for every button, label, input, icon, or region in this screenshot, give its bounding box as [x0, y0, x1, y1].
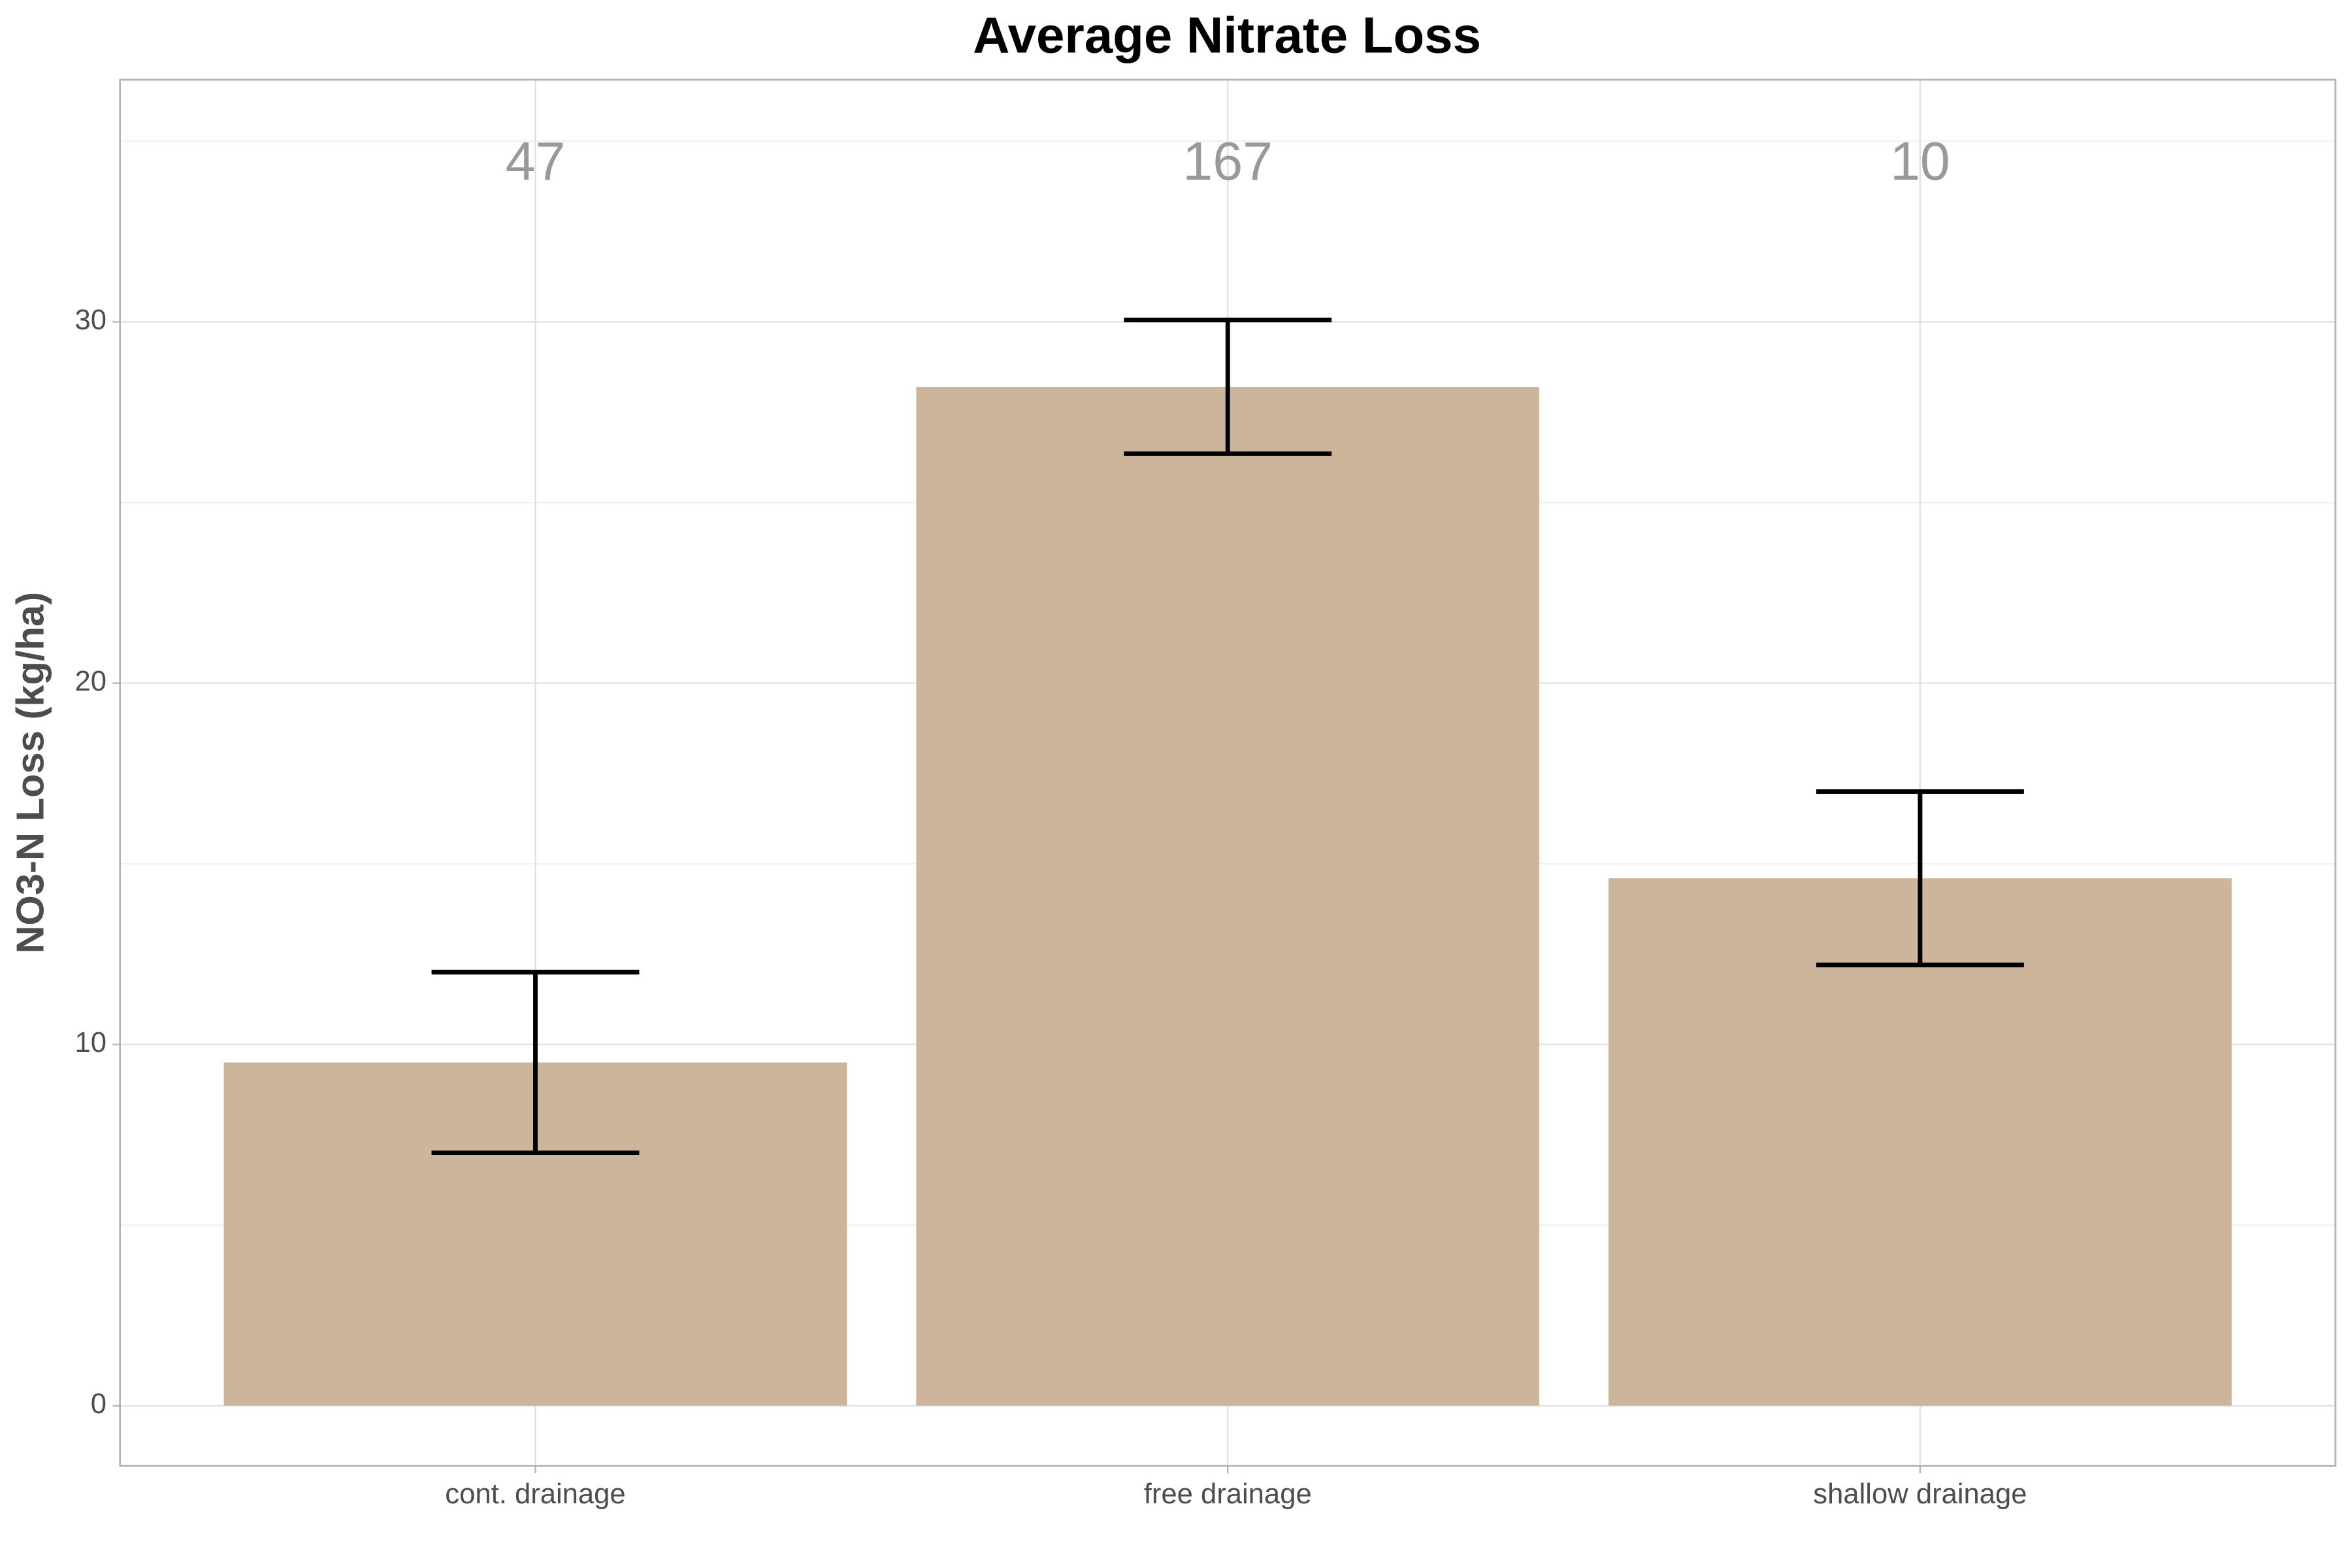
y-axis-label: NO3-N Loss (kg/ha) — [8, 592, 52, 954]
x-tick-label: free drainage — [1144, 1478, 1312, 1510]
chart-title: Average Nitrate Loss — [973, 7, 1481, 64]
error-bar — [431, 970, 640, 1156]
error-bar — [1816, 789, 2024, 968]
plot-border — [119, 78, 2337, 1467]
count-label: 167 — [1183, 131, 1273, 191]
count-label: 10 — [1890, 131, 1950, 191]
y-tick-label: 0 — [91, 1388, 106, 1420]
bar — [916, 387, 1540, 1406]
x-tick-label: shallow drainage — [1813, 1478, 2027, 1510]
y-tick-label: 10 — [74, 1027, 106, 1058]
y-tick-label: 30 — [74, 304, 106, 336]
x-tick-label: cont. drainage — [445, 1478, 625, 1510]
error-bar — [1124, 318, 1332, 456]
y-tick-label: 20 — [74, 666, 106, 697]
count-label: 47 — [506, 131, 566, 191]
